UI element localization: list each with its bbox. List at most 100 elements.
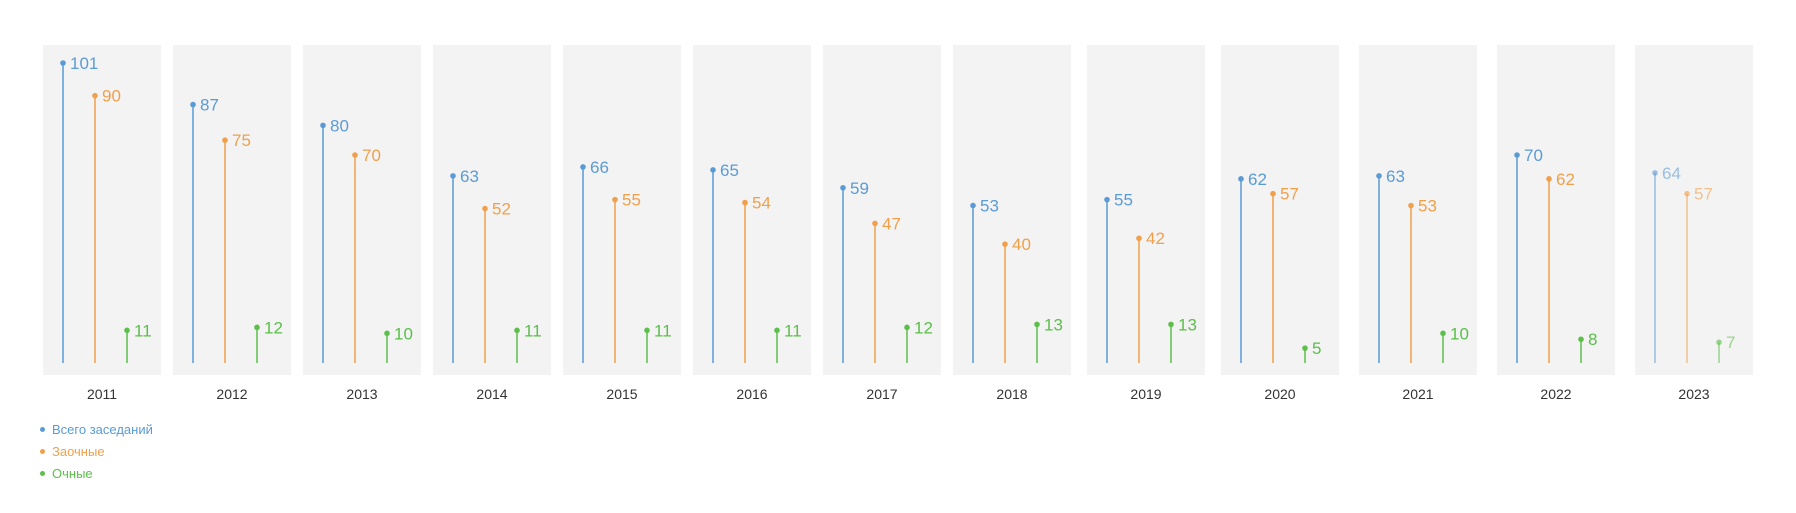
x-tick-2023: 2023: [1678, 386, 1709, 402]
point-2018-0: [970, 202, 976, 209]
value-label-2023-1: 57: [1694, 185, 1713, 204]
legend-label-1: Заочные: [52, 443, 105, 459]
value-label-2011-1: 90: [102, 87, 121, 106]
point-2014-1: [482, 205, 488, 212]
panel-2020: [1221, 45, 1339, 375]
point-2022-0: [1514, 152, 1520, 158]
point-2015-2: [644, 327, 650, 334]
point-2021-1: [1408, 202, 1414, 209]
point-2015-0: [580, 164, 586, 170]
point-2015-1: [612, 196, 618, 203]
point-2014-0: [450, 173, 456, 179]
x-tick-2016: 2016: [736, 386, 767, 402]
value-label-2017-1: 47: [882, 214, 901, 233]
value-label-2022-1: 62: [1556, 170, 1575, 189]
legend: Всего заседаний Заочные Очные: [40, 418, 153, 484]
value-label-2021-2: 10: [1450, 324, 1469, 343]
point-2022-1: [1546, 176, 1552, 182]
x-tick-2019: 2019: [1130, 386, 1161, 402]
x-tick-2020: 2020: [1264, 386, 1295, 402]
value-label-2014-1: 52: [492, 200, 511, 219]
legend-item-1: Заочные: [40, 440, 153, 462]
x-tick-2021: 2021: [1402, 386, 1433, 402]
point-2012-2: [254, 324, 260, 331]
point-2023-1: [1684, 190, 1690, 197]
point-2017-2: [904, 324, 910, 331]
value-label-2020-1: 57: [1280, 185, 1299, 204]
point-2013-0: [320, 122, 326, 129]
point-2021-0: [1376, 173, 1382, 179]
x-tick-2017: 2017: [866, 386, 897, 402]
value-label-2022-2: 8: [1588, 330, 1597, 349]
legend-item-2: Очные: [40, 462, 153, 484]
value-label-2017-0: 59: [850, 179, 869, 198]
point-2014-2: [514, 327, 520, 334]
point-2022-2: [1578, 336, 1584, 343]
value-label-2014-2: 11: [524, 321, 542, 340]
x-tick-2018: 2018: [996, 386, 1027, 402]
panel-2022: [1497, 45, 1615, 375]
value-label-2012-0: 87: [200, 96, 219, 115]
point-2019-1: [1136, 235, 1142, 242]
value-label-2013-2: 10: [394, 324, 413, 343]
value-label-2011-0: 101: [70, 54, 98, 73]
point-2018-2: [1034, 321, 1040, 328]
value-label-2023-0: 64: [1662, 164, 1681, 183]
point-2016-1: [742, 199, 748, 206]
panel-2023: [1635, 45, 1753, 375]
value-label-2016-0: 65: [720, 161, 739, 180]
point-2020-2: [1302, 345, 1308, 351]
legend-marker-0: [40, 426, 45, 432]
point-2011-2: [124, 327, 130, 334]
point-2019-2: [1168, 321, 1174, 328]
value-label-2016-2: 11: [784, 321, 802, 340]
point-2023-0: [1652, 170, 1658, 176]
point-2017-1: [872, 220, 878, 227]
value-label-2015-2: 11: [654, 321, 672, 340]
value-label-2015-1: 55: [622, 191, 641, 210]
value-label-2021-0: 63: [1386, 167, 1405, 186]
value-label-2012-1: 75: [232, 131, 251, 150]
value-label-2013-0: 80: [330, 116, 349, 135]
value-label-2019-1: 42: [1146, 229, 1165, 248]
legend-item-0: Всего заседаний: [40, 418, 153, 440]
value-label-2011-2: 11: [134, 321, 152, 340]
value-label-2018-1: 40: [1012, 235, 1031, 254]
legend-label-2: Очные: [52, 465, 93, 481]
x-tick-2022: 2022: [1540, 386, 1571, 402]
x-tick-2012: 2012: [216, 386, 247, 402]
point-2020-1: [1270, 190, 1276, 197]
x-tick-2011: 2011: [87, 386, 117, 402]
x-tick-2014: 2014: [476, 386, 507, 402]
value-label-2018-2: 13: [1044, 315, 1063, 334]
x-tick-2015: 2015: [606, 386, 637, 402]
point-2011-0: [60, 60, 66, 66]
value-label-2020-2: 5: [1312, 339, 1321, 358]
point-2012-1: [222, 137, 228, 144]
legend-marker-1: [40, 448, 45, 454]
value-label-2018-0: 53: [980, 197, 999, 216]
value-label-2019-2: 13: [1178, 315, 1197, 334]
value-label-2019-0: 55: [1114, 191, 1133, 210]
value-label-2020-0: 62: [1248, 170, 1267, 189]
legend-marker-2: [40, 470, 45, 476]
legend-label-0: Всего заседаний: [52, 421, 153, 437]
value-label-2022-0: 70: [1524, 146, 1543, 165]
point-2013-2: [384, 330, 390, 337]
value-label-2021-1: 53: [1418, 197, 1437, 216]
value-label-2015-0: 66: [590, 158, 609, 177]
value-label-2023-2: 7: [1726, 333, 1735, 352]
value-label-2013-1: 70: [362, 146, 381, 165]
point-2020-0: [1238, 176, 1244, 182]
x-tick-2013: 2013: [346, 386, 377, 402]
point-2016-0: [710, 167, 716, 173]
value-label-2012-2: 12: [264, 318, 283, 337]
value-label-2016-1: 54: [752, 194, 771, 213]
point-2013-1: [352, 152, 358, 158]
point-2012-0: [190, 101, 196, 108]
value-label-2017-2: 12: [914, 318, 933, 337]
point-2011-1: [92, 92, 98, 99]
point-2016-2: [774, 327, 780, 334]
point-2018-1: [1002, 241, 1008, 247]
